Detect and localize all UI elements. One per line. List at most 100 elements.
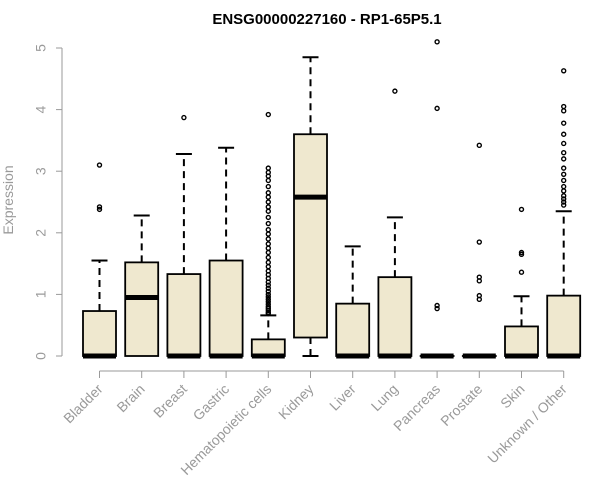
outlier-point [518, 251, 525, 258]
y-tick-label: 0 [33, 352, 49, 360]
box-body [377, 276, 413, 357]
outlier-point [265, 279, 271, 285]
x-tick-label: Skin [497, 381, 528, 412]
y-tick-label: 3 [33, 167, 49, 175]
box-body [208, 259, 244, 357]
box-gastric [208, 146, 244, 359]
outlier-point [434, 302, 440, 309]
outlier-point [561, 140, 567, 147]
x-tick-label: Breast [150, 381, 190, 421]
outlier-point [265, 190, 271, 196]
outlier-point [518, 269, 525, 275]
outlier-point [561, 188, 567, 194]
outlier-point [561, 196, 567, 202]
y-tick-label: 5 [33, 44, 49, 52]
outlier-point [265, 245, 271, 251]
outlier-point [265, 249, 271, 256]
x-tick-label: Unknown / Other [484, 381, 570, 467]
outlier-point [265, 294, 271, 300]
outlier-point [561, 156, 567, 162]
box-body [504, 325, 539, 357]
outlier-point [561, 199, 567, 205]
outlier-point [518, 206, 525, 213]
outlier-point [265, 263, 271, 270]
outlier-point [265, 199, 271, 205]
box-breast [166, 114, 202, 359]
box-body [124, 261, 160, 357]
outlier-point [265, 236, 271, 242]
outlier-point [181, 114, 187, 121]
box-kidney [293, 56, 328, 357]
outlier-point [518, 249, 525, 256]
y-tick-label: 1 [33, 290, 49, 298]
outlier-point [476, 278, 482, 284]
outlier-point [265, 220, 271, 227]
box-brain [124, 214, 160, 357]
x-tick-label: Kidney [275, 381, 317, 423]
boxes-group [82, 39, 582, 359]
outlier-point [561, 120, 567, 126]
outlier-point [476, 142, 482, 149]
x-tick-label: Bladder [60, 381, 106, 427]
box-body [335, 302, 371, 357]
outlier-point [561, 103, 567, 110]
outlier-point [96, 162, 103, 168]
outlier-point [561, 177, 567, 184]
box-unknown-other [546, 68, 582, 359]
box-body [546, 294, 582, 357]
outlier-point [265, 259, 271, 266]
outlier-point [434, 39, 440, 45]
x-tick-label: Lung [368, 381, 401, 414]
outlier-point [265, 173, 271, 179]
outlier-point [561, 202, 567, 208]
chart-title: ENSG00000227160 - RP1-65P5.1 [212, 11, 441, 28]
outlier-point [265, 310, 271, 317]
outlier-point [265, 241, 271, 247]
outlier-point [561, 193, 567, 199]
x-tick-label: Liver [326, 381, 359, 414]
outlier-point [434, 105, 440, 112]
box-prostate [461, 142, 497, 359]
box-pancreas [419, 39, 455, 359]
y-axis: 0 1 2 3 4 5 [33, 44, 63, 360]
outlier-point [96, 206, 103, 213]
box-skin [504, 206, 539, 359]
outlier-point [561, 171, 567, 177]
box-lung [377, 88, 413, 359]
y-tick-label: 4 [33, 105, 49, 113]
outlier-point [561, 165, 567, 171]
box-hematopoietic-cells [250, 111, 286, 359]
outlier-point [265, 111, 271, 118]
outlier-point [561, 68, 567, 74]
outlier-point [265, 165, 271, 171]
box-body [82, 310, 117, 357]
x-tick-label: Prostate [437, 381, 485, 429]
outlier-point [434, 305, 440, 312]
outlier-point [561, 131, 567, 137]
outlier-point [265, 299, 271, 305]
outlier-point [265, 291, 271, 298]
outlier-point [476, 239, 482, 245]
x-tick-label: Brain [113, 381, 147, 415]
outlier-point [265, 227, 271, 233]
outlier-point [265, 285, 271, 291]
outlier-point [265, 177, 271, 184]
outlier-point [265, 296, 271, 303]
outlier-point [265, 208, 271, 214]
outlier-point [265, 307, 271, 314]
x-tick-label: Pancreas [390, 381, 443, 434]
outlier-point [265, 254, 271, 261]
outlier-point [265, 282, 271, 288]
outlier-point [265, 204, 271, 210]
outlier-point [476, 296, 482, 303]
outlier-point [96, 204, 103, 210]
outlier-point [265, 231, 271, 237]
outlier-point [561, 150, 567, 156]
box-liver [335, 245, 371, 359]
y-tick-label: 2 [33, 229, 49, 237]
box-body [166, 273, 202, 357]
outlier-point [561, 108, 567, 114]
box-bladder [82, 162, 117, 359]
